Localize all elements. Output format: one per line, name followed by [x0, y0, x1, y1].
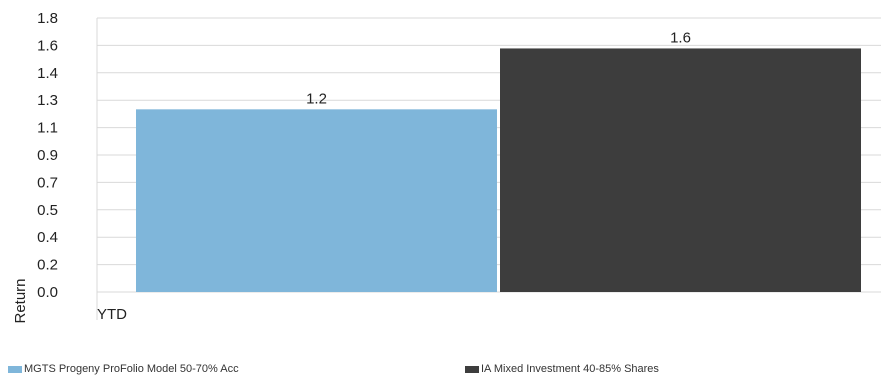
bar-series-2 [500, 48, 861, 292]
legend-item-series-1: MGTS Progeny ProFolio Model 50-70% Acc [8, 363, 239, 375]
legend-swatch-series-2 [465, 365, 479, 373]
y-tick-label: 0.0 [37, 284, 58, 301]
y-axis-tick-labels: 0.0 0.2 0.4 0.5 0.7 0.9 1.1 1.3 1.4 1.6 1.8 [37, 10, 58, 301]
legend-swatch-series-1 [8, 365, 22, 373]
bar-chart: 0.0 0.2 0.4 0.5 0.7 0.9 1.1 1.3 1.4 1.6 1.8 YTD 1.… [12, 10, 881, 324]
y-tick-label: 1.3 [37, 92, 58, 109]
y-axis-title: Return [12, 278, 29, 323]
y-tick-label: 0.9 [37, 147, 58, 164]
legend-label-series-2: IA Mixed Investment 40-85% Shares [481, 363, 659, 375]
y-tick-label: 1.6 [37, 37, 58, 54]
y-tick-label: 1.8 [37, 10, 58, 27]
legend-label-series-1: MGTS Progeny ProFolio Model 50-70% Acc [24, 363, 239, 375]
x-tick-label: YTD [97, 306, 127, 323]
data-label-series-1: 1.2 [306, 90, 327, 107]
data-labels: 1.2 1.6 [306, 29, 691, 107]
y-tick-label: 0.5 [37, 202, 58, 219]
y-tick-label: 0.4 [37, 229, 58, 246]
y-tick-label: 0.2 [37, 257, 58, 274]
y-tick-label: 0.7 [37, 174, 58, 191]
legend: MGTS Progeny ProFolio Model 50-70% Acc I… [0, 363, 891, 379]
bar-series-1 [136, 109, 497, 292]
y-tick-label: 1.1 [37, 120, 58, 137]
data-label-series-2: 1.6 [670, 29, 691, 46]
bars [136, 48, 861, 292]
y-tick-label: 1.4 [37, 65, 58, 82]
legend-item-series-2: IA Mixed Investment 40-85% Shares [465, 363, 659, 375]
x-axis-tick-labels: YTD [97, 306, 127, 323]
